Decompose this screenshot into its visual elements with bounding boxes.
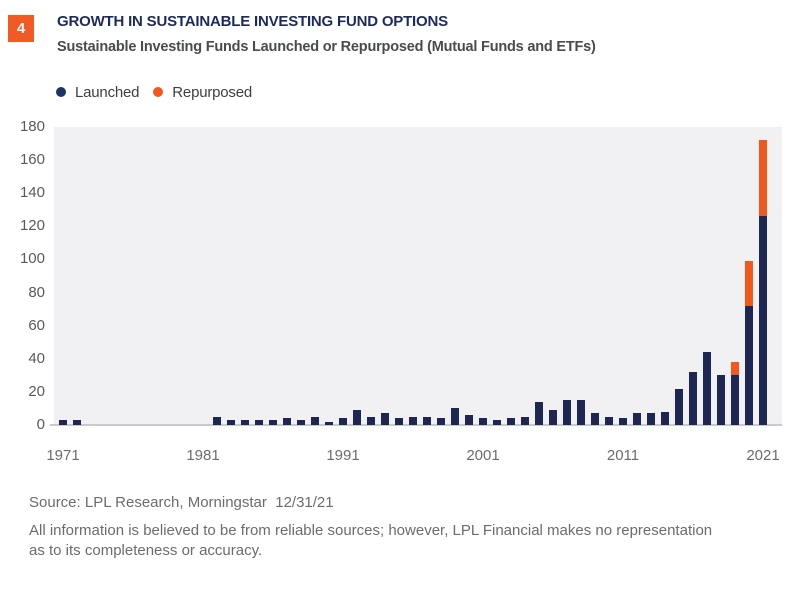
y-tick-label: 120 (19, 217, 45, 235)
bar-launched-2011 (619, 418, 627, 425)
y-tick-label: 40 (28, 349, 45, 367)
legend-item-repurposed: Repurposed (153, 84, 252, 101)
bar-launched-1998 (437, 418, 445, 425)
chart-subtitle: Sustainable Investing Funds Launched or … (57, 39, 596, 55)
bar-launched-2018 (717, 375, 725, 425)
x-axis: 1971 1981 1991 2001 2011 2021 (46, 447, 782, 465)
bar-launched-1986 (269, 420, 277, 425)
bar-launched-2012 (633, 413, 641, 425)
bar-launched-1972 (73, 420, 81, 425)
bar-launched-2007 (563, 400, 571, 425)
launched-color-dot (56, 87, 66, 97)
y-tick-label: 60 (28, 316, 45, 334)
y-tick-label: 20 (28, 382, 45, 400)
bar-launched-2004 (521, 416, 529, 425)
bar-launched-1985 (255, 420, 263, 425)
x-tick-label: 2021 (746, 447, 780, 464)
x-tick-label: 2011 (606, 447, 640, 464)
legend-item-launched: Launched (56, 84, 139, 101)
bar-launched-1992 (353, 410, 361, 425)
bar-launched-2014 (661, 411, 669, 425)
bar-repurposed-2019 (731, 362, 739, 376)
legend-label-launched: Launched (75, 83, 140, 101)
x-tick-label: 2001 (466, 447, 500, 464)
disclaimer-line-2: as to its completeness or accuracy. (29, 542, 263, 559)
bar-launched-2017 (703, 352, 711, 425)
y-tick-label: 100 (19, 250, 45, 268)
bar-launched-1997 (423, 416, 431, 425)
bar-launched-2002 (493, 420, 501, 425)
bar-launched-2006 (549, 410, 557, 425)
bar-launched-2015 (675, 388, 683, 425)
bar-launched-1987 (283, 418, 291, 425)
x-tick-label: 1971 (46, 447, 80, 464)
bar-repurposed-2020 (745, 261, 753, 306)
bar-launched-2020 (745, 305, 753, 425)
bar-launched-1990 (325, 421, 333, 425)
bar-launched-1989 (311, 416, 319, 425)
x-tick-label: 1981 (186, 447, 220, 464)
repurposed-color-dot (153, 87, 164, 97)
y-tick-label: 180 (19, 118, 45, 135)
plot-area (50, 127, 782, 426)
bar-launched-2016 (689, 372, 697, 425)
y-axis: 0 20 40 60 80 100 120 140 160 180 (0, 118, 45, 433)
y-tick-label: 0 (36, 416, 45, 433)
chart-legend: Launched Repurposed (56, 83, 252, 101)
bar-launched-2003 (507, 418, 515, 425)
bar-launched-1995 (395, 418, 403, 425)
bar-launched-2013 (647, 413, 655, 425)
bar-launched-2009 (591, 413, 599, 425)
y-tick-label: 80 (28, 283, 45, 301)
bar-launched-2005 (535, 401, 543, 425)
bar-launched-1982 (213, 416, 221, 425)
y-tick-label: 140 (19, 184, 45, 202)
bar-repurposed-2021 (759, 140, 767, 217)
bar-launched-2019 (731, 375, 739, 425)
bar-launched-2000 (465, 415, 473, 425)
x-tick-label: 1991 (326, 447, 360, 464)
disclaimer-line-1: All information is believed to be from r… (29, 522, 713, 539)
bar-launched-1994 (381, 413, 389, 425)
bar-launched-1999 (451, 408, 459, 425)
y-tick-label: 160 (19, 151, 45, 169)
figure-number: 4 (16, 20, 26, 37)
bar-launched-1984 (241, 420, 249, 425)
figure-number-badge: 4 (8, 15, 34, 42)
bar-launched-1993 (367, 416, 375, 425)
bar-launched-1983 (227, 420, 235, 425)
bar-launched-1996 (409, 416, 417, 425)
bar-launched-2010 (605, 416, 613, 425)
bar-launched-2001 (479, 418, 487, 425)
bar-launched-2008 (577, 400, 585, 425)
x-axis-baseline (50, 424, 782, 426)
source-line: Source: LPL Research, Morningstar 12/31/… (29, 494, 334, 511)
bar-launched-1991 (339, 418, 347, 425)
stacked-bar-chart: 0 20 40 60 80 100 120 140 160 180 1971 1981 1991 200… (0, 118, 782, 465)
bar-launched-2021 (759, 216, 767, 425)
chart-title: GROWTH IN SUSTAINABLE INVESTING FUND OPT… (57, 13, 448, 30)
bar-launched-1988 (297, 420, 305, 425)
legend-label-repurposed: Repurposed (172, 83, 253, 101)
bar-launched-1971 (59, 420, 67, 425)
